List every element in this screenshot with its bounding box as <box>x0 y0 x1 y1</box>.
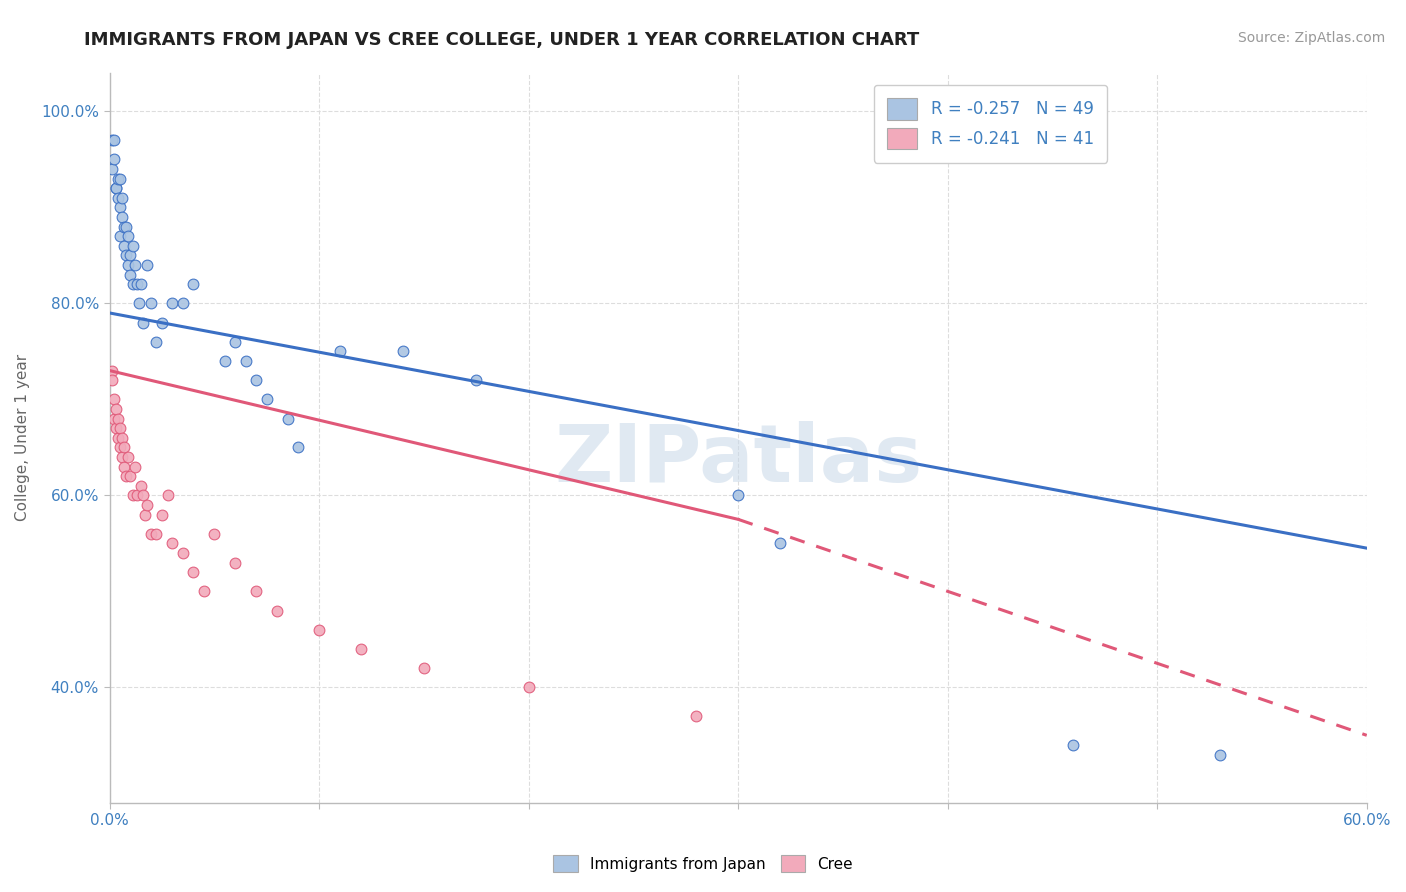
Point <box>517 681 540 695</box>
Point <box>107 191 129 205</box>
Point <box>100 373 122 387</box>
Legend: Immigrants from Japan, Cree: Immigrants from Japan, Cree <box>546 847 860 880</box>
Point <box>107 171 129 186</box>
Point <box>115 219 138 234</box>
Point <box>124 459 146 474</box>
Point <box>112 239 135 253</box>
Point <box>224 334 246 349</box>
Point <box>183 565 205 579</box>
Point <box>392 344 415 359</box>
Legend: R = -0.257   N = 49, R = -0.241   N = 41: R = -0.257 N = 49, R = -0.241 N = 41 <box>875 85 1107 163</box>
Point <box>224 556 246 570</box>
Point <box>132 488 155 502</box>
Point <box>100 133 122 147</box>
Point <box>1209 747 1232 762</box>
Point <box>124 258 146 272</box>
Text: Source: ZipAtlas.com: Source: ZipAtlas.com <box>1237 31 1385 45</box>
Point <box>350 642 373 657</box>
Point <box>266 603 288 617</box>
Point <box>129 479 152 493</box>
Point <box>162 296 184 310</box>
Point <box>112 441 135 455</box>
Point <box>214 354 236 368</box>
Point <box>150 508 173 522</box>
Point <box>465 373 488 387</box>
Point <box>308 623 330 637</box>
Point <box>162 536 184 550</box>
Point <box>103 392 125 407</box>
Point <box>1062 738 1084 752</box>
Point <box>104 181 127 195</box>
Point <box>245 373 267 387</box>
Point <box>125 488 148 502</box>
Point <box>104 181 127 195</box>
Point <box>141 526 163 541</box>
Y-axis label: College, Under 1 year: College, Under 1 year <box>15 354 30 521</box>
Point <box>120 469 142 483</box>
Point <box>769 536 792 550</box>
Point <box>100 161 122 176</box>
Point <box>120 268 142 282</box>
Point <box>136 498 159 512</box>
Text: ZIPatlas: ZIPatlas <box>554 421 922 499</box>
Point <box>103 411 125 425</box>
Point <box>150 316 173 330</box>
Point <box>141 296 163 310</box>
Point <box>104 421 127 435</box>
Point <box>104 401 127 416</box>
Point <box>108 421 131 435</box>
Point <box>121 488 143 502</box>
Point <box>329 344 352 359</box>
Text: IMMIGRANTS FROM JAPAN VS CREE COLLEGE, UNDER 1 YEAR CORRELATION CHART: IMMIGRANTS FROM JAPAN VS CREE COLLEGE, U… <box>84 31 920 49</box>
Point <box>235 354 257 368</box>
Point <box>115 248 138 262</box>
Point <box>172 296 194 310</box>
Point <box>287 441 309 455</box>
Point <box>103 133 125 147</box>
Point <box>727 488 749 502</box>
Point <box>103 153 125 167</box>
Point <box>128 296 150 310</box>
Point <box>117 229 139 244</box>
Point <box>145 334 167 349</box>
Point <box>157 488 180 502</box>
Point <box>112 459 135 474</box>
Point <box>108 441 131 455</box>
Point <box>117 450 139 464</box>
Point <box>125 277 148 292</box>
Point <box>120 248 142 262</box>
Point <box>111 431 134 445</box>
Point <box>193 584 215 599</box>
Point <box>202 526 225 541</box>
Point <box>136 258 159 272</box>
Point <box>172 546 194 560</box>
Point <box>134 508 156 522</box>
Point <box>183 277 205 292</box>
Point <box>111 191 134 205</box>
Point <box>277 411 299 425</box>
Point <box>256 392 278 407</box>
Point <box>112 219 135 234</box>
Point <box>121 277 143 292</box>
Point <box>117 258 139 272</box>
Point <box>412 661 434 675</box>
Point <box>129 277 152 292</box>
Point <box>245 584 267 599</box>
Point <box>107 411 129 425</box>
Point <box>111 210 134 224</box>
Point <box>115 469 138 483</box>
Point <box>685 709 707 723</box>
Point <box>121 239 143 253</box>
Point <box>145 526 167 541</box>
Point <box>108 200 131 214</box>
Point <box>111 450 134 464</box>
Point <box>100 363 122 377</box>
Point <box>108 229 131 244</box>
Point <box>107 431 129 445</box>
Point <box>132 316 155 330</box>
Point <box>108 171 131 186</box>
